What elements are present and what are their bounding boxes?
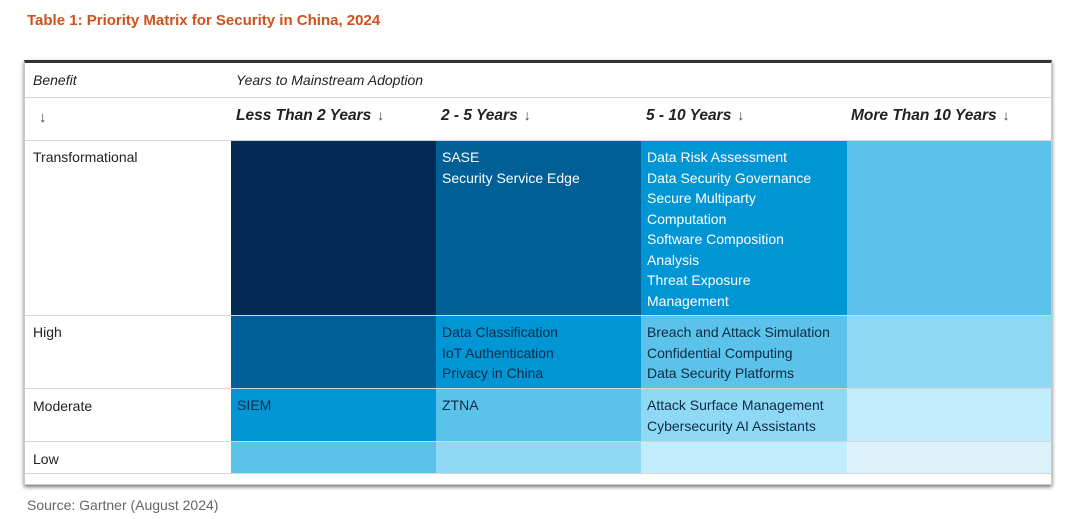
technology-item: IoT Authentication	[442, 344, 554, 361]
sort-arrow-icon: ↓	[39, 109, 47, 126]
source-note: Source: Gartner (August 2024)	[27, 497, 219, 513]
technology-item: Cybersecurity AI Assistants	[647, 417, 816, 434]
matrix-cell	[847, 141, 1051, 315]
benefit-header: Benefit	[33, 72, 77, 88]
matrix-cell: ZTNA	[436, 389, 641, 441]
technology-item: Management	[647, 292, 729, 309]
years-header: Years to Mainstream Adoption	[236, 72, 424, 88]
divider	[25, 441, 1051, 442]
technology-item: Computation	[647, 210, 727, 227]
technology-item: Data Security Governance	[647, 169, 812, 186]
row-label-low: Low	[33, 451, 59, 467]
matrix-cell	[847, 389, 1051, 441]
table-title: Table 1: Priority Matrix for Security in…	[27, 12, 381, 29]
matrix-cell: SIEM	[231, 389, 436, 441]
column-header-5-10: 5 - 10 Years ↓	[646, 107, 745, 124]
divider	[25, 315, 1051, 316]
technology-item: SIEM	[237, 397, 272, 413]
matrix-cell: Data Classification IoT Authentication P…	[436, 316, 641, 388]
sort-arrow-icon: ↓	[523, 107, 531, 123]
technology-item: Security Service Edge	[442, 169, 580, 186]
matrix-cell	[847, 316, 1051, 388]
row-label-transformational: Transformational	[33, 149, 138, 165]
row-label-moderate: Moderate	[33, 398, 93, 414]
technology-item: Privacy in China	[442, 365, 544, 381]
matrix-cell: Attack Surface Management Cybersecurity …	[641, 389, 847, 441]
technology-item: SASE	[442, 149, 480, 165]
row-label-high: High	[33, 324, 62, 340]
technology-item: Data Risk Assessment	[647, 149, 788, 165]
matrix-cell	[641, 442, 847, 473]
technology-item: Breach and Attack Simulation	[647, 324, 830, 340]
matrix-cell: SASE Security Service Edge	[436, 141, 641, 315]
matrix-cell	[231, 141, 436, 315]
technology-item: Analysis	[647, 251, 700, 268]
technology-item: Secure Multiparty	[647, 190, 756, 206]
technology-item: Software Composition	[647, 231, 784, 247]
priority-matrix-table: Benefit Years to Mainstream Adoption ↓ L…	[24, 60, 1052, 485]
matrix-cell: Breach and Attack Simulation Confidentia…	[641, 316, 847, 388]
sort-arrow-icon: ↓	[1002, 107, 1010, 123]
matrix-cell: Data Risk Assessment Data Security Gover…	[641, 141, 847, 315]
technology-item: Threat Exposure	[647, 272, 751, 288]
matrix-cell	[231, 442, 436, 473]
technology-item: Data Security Platforms	[647, 365, 795, 381]
column-header-2-5: 2 - 5 Years ↓	[441, 107, 531, 124]
matrix-cell	[231, 316, 436, 388]
technology-item: Data Classification	[442, 324, 558, 340]
technology-item: Confidential Computing	[647, 344, 793, 361]
column-header-less-than-2: Less Than 2 Years ↓	[236, 107, 385, 124]
divider	[25, 388, 1051, 389]
divider	[25, 97, 1051, 98]
divider	[25, 473, 1051, 474]
technology-item: ZTNA	[442, 397, 479, 413]
technology-item: Attack Surface Management	[647, 397, 824, 413]
sort-arrow-icon: ↓	[737, 107, 745, 123]
divider	[25, 140, 1051, 141]
matrix-cell	[436, 442, 641, 473]
sort-arrow-icon: ↓	[377, 107, 385, 123]
matrix-cell	[847, 442, 1051, 473]
column-header-more-than-10: More Than 10 Years ↓	[851, 107, 1010, 124]
